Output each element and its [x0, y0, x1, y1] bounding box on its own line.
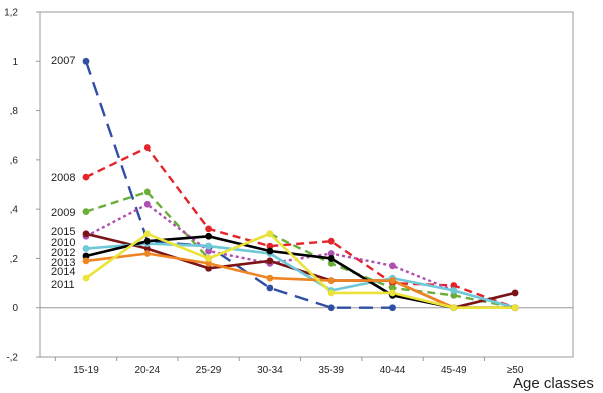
year-label-2012: 2012 [51, 247, 75, 259]
y-tick-label: 1 [12, 57, 18, 68]
y-axis-ticks: -,2 0 ,2 ,4 ,6 ,8 1 1,2 [4, 8, 40, 364]
data-point-2013 [205, 232, 213, 240]
data-point-2008 [327, 237, 335, 245]
x-tick-label: 15-19 [73, 365, 99, 376]
y-tick-label: 1,2 [4, 8, 18, 19]
year-label-2009: 2009 [51, 207, 75, 219]
series-line-2009 [85, 190, 516, 309]
series-points [82, 57, 519, 312]
data-point-2010 [266, 257, 274, 265]
x-axis-ticks: 15-19 20-24 25-29 30-34 35-39 40-44 45-49 ≥50 [54, 357, 524, 376]
data-point-2013 [266, 247, 274, 255]
x-tick-label: ≥50 [507, 365, 524, 376]
x-tick-label: 35-39 [318, 365, 344, 376]
data-point-2012 [205, 242, 213, 250]
x-tick-label: 40-44 [380, 365, 406, 376]
data-point-2015 [389, 262, 396, 270]
data-point-2011 [205, 255, 213, 262]
year-label-2015: 2015 [51, 226, 75, 238]
data-point-2009 [327, 259, 335, 267]
data-point-2008 [205, 225, 213, 233]
y-tick-label: -,2 [6, 353, 18, 364]
plot-frame [39, 11, 574, 358]
x-tick-label: 30-34 [257, 365, 283, 376]
data-point-2011 [143, 230, 151, 238]
year-label-2010: 2010 [51, 237, 75, 249]
series-line-2012 [85, 242, 516, 309]
data-point-2015 [205, 247, 213, 255]
x-axis-label: Age classes [513, 375, 594, 392]
year-label-2008: 2008 [51, 172, 75, 184]
data-point-2013 [143, 237, 151, 245]
data-point-2014 [327, 277, 335, 285]
data-point-2014 [205, 259, 213, 267]
data-point-2011 [511, 304, 519, 312]
data-point-2009 [450, 291, 458, 299]
x-tick-label: 45-49 [441, 365, 467, 376]
y-tick-label: ,6 [10, 155, 19, 166]
data-point-2009 [143, 188, 151, 196]
data-point-2011 [327, 289, 335, 297]
data-point-2010 [511, 289, 519, 297]
data-point-2009 [82, 208, 90, 216]
data-point-2011 [266, 230, 274, 238]
data-point-2007 [389, 304, 396, 312]
data-point-2010 [82, 230, 90, 238]
data-point-2007 [327, 304, 335, 312]
data-point-2013 [82, 252, 90, 260]
series-line-2014 [85, 252, 516, 309]
data-point-2008 [266, 242, 274, 250]
data-point-2015 [327, 250, 335, 257]
data-point-2008 [82, 173, 90, 181]
data-point-2015 [143, 200, 151, 208]
data-point-2007 [82, 57, 90, 65]
y-tick-label: ,4 [10, 205, 19, 216]
x-tick-label: 25-29 [196, 365, 222, 376]
series-lines [84, 60, 516, 309]
data-point-2011 [389, 289, 396, 297]
year-label-2011: 2011 [51, 279, 75, 291]
data-point-2010 [143, 245, 151, 252]
data-point-2014 [143, 250, 151, 257]
data-point-2008 [143, 144, 151, 151]
year-label-2007: 2007 [51, 55, 75, 67]
data-point-2014 [389, 277, 396, 285]
data-point-2014 [266, 274, 274, 282]
data-point-2014 [82, 257, 90, 265]
series-line-2008 [85, 146, 516, 309]
data-point-2008 [450, 282, 458, 289]
series-line-2007 [84, 60, 393, 309]
x-tick-label: 20-24 [135, 365, 161, 376]
data-point-2007 [266, 284, 274, 292]
year-label-2014: 2014 [51, 266, 75, 278]
axes [39, 11, 574, 358]
data-point-2010 [205, 264, 213, 272]
year-label-2013: 2013 [51, 257, 75, 269]
data-point-2012 [450, 287, 458, 294]
series-line-2011 [85, 232, 516, 309]
data-point-2011 [82, 274, 90, 282]
y-tick-label: ,8 [10, 106, 19, 117]
data-point-2009 [389, 284, 396, 292]
data-point-2013 [327, 255, 335, 262]
data-point-2011 [450, 304, 458, 312]
y-tick-label: 0 [12, 303, 18, 314]
y-tick-label: ,2 [10, 254, 19, 265]
data-point-2012 [82, 245, 90, 252]
